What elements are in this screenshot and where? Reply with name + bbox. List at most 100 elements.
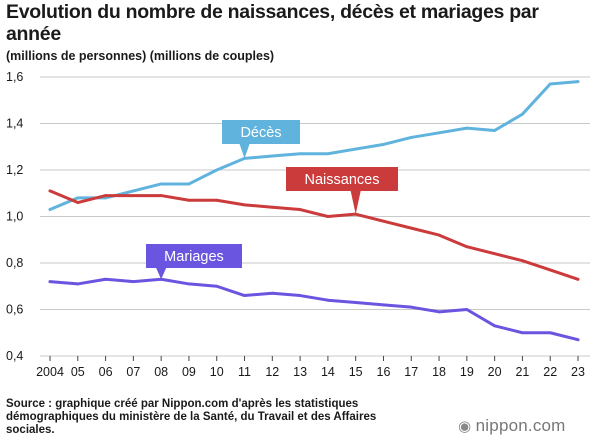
data-point-mariages [521, 331, 524, 335]
data-point-deces [465, 126, 469, 130]
x-tick-label: 2004 [36, 365, 64, 379]
data-point-deces [326, 152, 330, 156]
data-point-naissances [354, 212, 358, 216]
callout-pointer-deces [239, 144, 250, 159]
data-point-deces [576, 80, 580, 84]
data-point-mariages [493, 324, 497, 328]
y-tick-label: 0,4 [6, 349, 23, 363]
x-tick-label: 06 [99, 365, 113, 379]
data-point-mariages [243, 294, 246, 297]
data-point-naissances [493, 252, 497, 256]
data-point-mariages [215, 284, 219, 288]
data-point-mariages [270, 291, 274, 295]
data-point-mariages [437, 310, 441, 314]
data-point-mariages [382, 303, 385, 307]
data-point-naissances [270, 205, 274, 209]
data-point-mariages [104, 277, 107, 281]
x-tick-label: 20 [488, 365, 502, 379]
source-note: Source : graphique créé par Nippon.com d… [6, 398, 377, 436]
y-axis-units: (millions de personnes) (millions de cou… [6, 49, 275, 63]
data-point-deces [493, 129, 497, 132]
data-point-deces [131, 189, 135, 193]
x-tick-label: 15 [349, 365, 363, 379]
callout-box-deces [222, 120, 300, 144]
series-line-mariages [48, 277, 580, 342]
x-tick-label: 17 [404, 365, 418, 379]
x-tick-label: 18 [432, 365, 446, 379]
data-point-deces [437, 131, 441, 135]
y-tick-label: 0,6 [6, 303, 23, 317]
series-label-mariages: Mariages [164, 249, 224, 265]
gridlines [40, 76, 590, 357]
data-point-naissances [131, 194, 135, 197]
y-tick-label: 1,4 [6, 117, 23, 131]
data-point-deces [382, 143, 385, 146]
data-point-mariages [576, 338, 580, 342]
x-tick-label: 08 [154, 365, 168, 379]
y-tick-label: 1,2 [6, 163, 23, 177]
data-point-mariages [548, 331, 552, 335]
y-tick-label: 1,0 [6, 210, 23, 224]
callout-box-mariages [146, 244, 242, 268]
x-tick-label: 10 [210, 365, 224, 379]
data-point-deces [187, 182, 191, 186]
data-point-naissances [243, 203, 246, 207]
data-point-deces [48, 208, 52, 211]
series-line-naissances [48, 189, 580, 281]
data-point-naissances [326, 215, 330, 218]
y-tick-label: 0,8 [6, 256, 23, 270]
data-point-mariages [354, 301, 358, 304]
data-point-deces [354, 147, 358, 151]
data-point-naissances [298, 208, 302, 211]
series-line-deces [48, 80, 580, 212]
data-point-deces [548, 82, 552, 86]
data-point-deces [298, 152, 302, 156]
data-point-naissances [548, 268, 552, 272]
series-labels: Décès Naissances Mariages [146, 120, 398, 280]
x-axis-ticks: 2004 05 06 07 08 09 10 11 12 13 14 15 16 17 18 19 20 21 22… [36, 356, 585, 379]
x-tick-label: 19 [460, 365, 474, 379]
data-point-deces [159, 182, 163, 186]
x-tick-label: 05 [71, 365, 85, 379]
data-point-naissances [104, 194, 107, 197]
data-point-naissances [521, 259, 524, 263]
data-point-deces [270, 154, 274, 158]
x-tick-label: 23 [571, 365, 585, 379]
chart-title: Evolution du nombre de naissances, décès… [6, 1, 539, 45]
data-point-deces [409, 136, 413, 139]
data-point-mariages [326, 298, 330, 302]
data-point-mariages [465, 308, 469, 311]
data-point-naissances [48, 189, 52, 193]
data-point-deces [521, 112, 524, 116]
data-point-naissances [576, 277, 580, 281]
data-point-mariages [76, 282, 80, 286]
x-tick-label: 11 [238, 365, 251, 379]
nippon-logo-icon: ◉ [458, 418, 476, 435]
callout-box-naissances [286, 167, 398, 191]
data-point-mariages [187, 282, 191, 286]
data-point-naissances [437, 233, 441, 237]
series-label-deces: Décès [240, 125, 281, 141]
data-point-mariages [409, 305, 413, 309]
data-point-naissances [409, 226, 413, 230]
data-point-deces [243, 156, 246, 160]
series-lines [48, 80, 580, 342]
x-tick-label: 14 [321, 365, 335, 379]
data-point-naissances [76, 201, 80, 204]
x-tick-label: 12 [265, 365, 279, 379]
x-tick-label: 21 [515, 365, 529, 379]
logo-text: nippon.com [475, 416, 566, 435]
data-point-naissances [382, 219, 385, 223]
data-point-mariages [48, 280, 52, 283]
data-point-naissances [159, 194, 163, 197]
data-point-deces [215, 168, 219, 172]
callout-pointer-mariages [156, 268, 167, 280]
y-tick-label: 1,6 [6, 70, 23, 84]
data-point-naissances [465, 245, 469, 249]
data-point-mariages [298, 294, 302, 297]
callout-pointer-naissances [350, 191, 361, 215]
data-point-deces [76, 196, 80, 200]
x-tick-label: 16 [377, 365, 391, 379]
series-label-naissances: Naissances [305, 172, 380, 188]
